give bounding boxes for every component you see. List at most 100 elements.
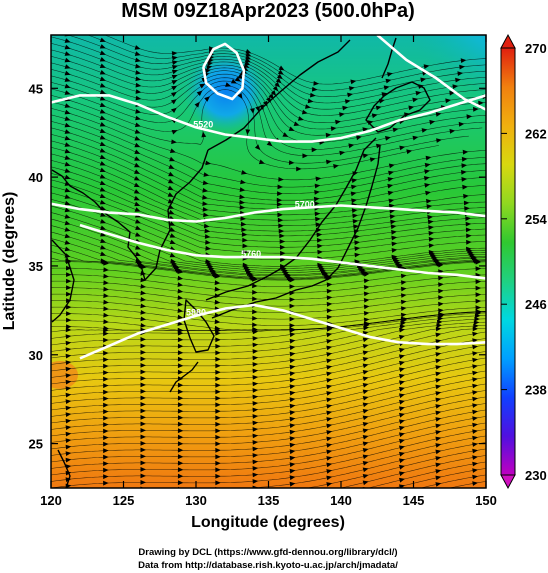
streamline-arrow [289, 436, 296, 442]
streamline-arrow [64, 246, 71, 252]
streamline [339, 455, 486, 488]
streamline-arrow [461, 156, 468, 162]
streamline-arrow [435, 469, 442, 474]
streamline-arrow [326, 475, 333, 481]
streamline-arrow [66, 291, 72, 297]
streamline-arrow [100, 219, 107, 224]
streamline-arrow [177, 434, 184, 440]
coastline-korea-east [144, 149, 209, 281]
streamline-arrow [362, 422, 369, 427]
colorbar: 230 238 246 254 262 270 [500, 33, 547, 490]
streamline-arrow [252, 336, 259, 341]
streamline-arrow [240, 179, 246, 185]
streamline-arrow [369, 157, 376, 162]
y-axis-label: Latitude (degrees) [1, 192, 18, 331]
streamline-arrow [99, 148, 106, 153]
streamline-arrow [399, 324, 406, 330]
streamline-arrow [140, 441, 146, 446]
streamline-arrow [412, 135, 419, 141]
streamline-arrow [289, 410, 296, 416]
streamline-arrow [178, 513, 184, 518]
streamline-arrow [99, 154, 106, 159]
streamline-arrow [215, 415, 221, 421]
streamline-arrow [473, 323, 479, 329]
streamline-arrow [449, 128, 456, 134]
streamline-arrow [215, 441, 221, 447]
streamline-arrow [276, 202, 283, 207]
streamline-arrow [363, 285, 370, 290]
streamline-arrow [64, 227, 71, 232]
streamline-arrow [66, 272, 72, 277]
streamline-arrow [64, 220, 71, 226]
streamline-arrow [178, 493, 184, 498]
streamline-arrow [168, 209, 175, 215]
streamline-arrow [388, 203, 395, 209]
streamline-arrow [135, 109, 142, 114]
streamline-arrow [169, 233, 176, 238]
streamline-arrow [133, 195, 140, 201]
streamline-arrow [427, 214, 434, 220]
streamline-arrow [475, 298, 482, 304]
streamline-arrow [461, 170, 467, 175]
streamline-arrow [252, 349, 259, 354]
streamline-arrow [140, 277, 147, 283]
streamline [51, 422, 486, 476]
streamline-arrow [277, 191, 283, 196]
streamline-arrow [362, 153, 369, 159]
streamline-arrow [99, 141, 106, 146]
streamline-arrow [356, 135, 362, 141]
streamline-arrow [399, 464, 405, 470]
streamline [51, 147, 486, 216]
colorbar-tick-label: 246 [525, 297, 547, 312]
streamline-arrow [399, 406, 405, 412]
streamline-arrow [65, 457, 72, 463]
streamline-arrow [436, 319, 443, 325]
contour-line-5760 [79, 223, 486, 280]
streamline-arrow [215, 363, 221, 369]
streamline-arrow [214, 273, 221, 279]
streamline-arrow [171, 85, 178, 91]
streamline-arrow [208, 58, 214, 63]
streamline-arrow [177, 308, 184, 313]
streamline-arrow [252, 420, 259, 426]
streamline-arrow [289, 284, 295, 289]
streamline-arrow [348, 143, 355, 149]
contour-label: 5520 [193, 119, 213, 129]
streamline-arrow [289, 449, 296, 455]
streamline-arrow [462, 184, 468, 190]
streamline [51, 364, 486, 417]
streamline [51, 140, 486, 210]
streamline-arrow [472, 422, 478, 428]
streamline [51, 166, 486, 232]
streamline-arrow [389, 208, 396, 214]
streamline-arrow [103, 376, 109, 382]
x-tick-label: 120 [40, 493, 62, 508]
streamline-arrow [134, 169, 140, 174]
streamline-arrow [362, 402, 369, 408]
streamline-arrow [399, 484, 405, 488]
streamline-arrow [435, 495, 441, 500]
streamline-arrow [289, 416, 296, 422]
streamline [51, 325, 486, 372]
streamline-arrow [140, 467, 146, 472]
streamline-arrow [290, 495, 296, 500]
streamline-arrow [289, 327, 296, 333]
streamline-arrow [387, 72, 393, 77]
streamline-arrow [314, 201, 320, 206]
streamline-arrow [135, 57, 141, 63]
streamline-arrow [252, 309, 258, 315]
streamline-arrow [133, 182, 140, 188]
contours [51, 35, 486, 360]
streamline-arrow [177, 282, 184, 287]
streamline-arrow [64, 70, 71, 76]
streamline [51, 357, 486, 411]
streamline-arrow [290, 488, 296, 493]
streamline-arrow [438, 288, 444, 294]
streamline-arrow [399, 477, 405, 483]
streamline-arrow [100, 251, 107, 256]
streamline [51, 287, 486, 307]
streamline-arrow [215, 493, 221, 498]
streamline-arrow [275, 77, 282, 84]
streamline-arrow [140, 363, 146, 368]
streamline-arrow [362, 376, 369, 382]
